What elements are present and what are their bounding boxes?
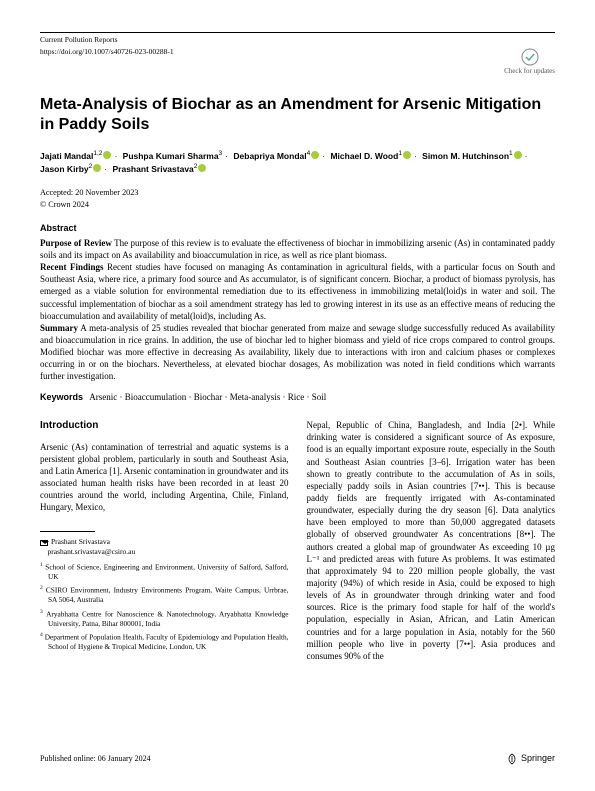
introduction-heading: Introduction [40,419,289,433]
author: Michael D. Wood1 [330,151,401,161]
author: Jajati Mandal1,2 [40,151,102,161]
body-columns: Introduction Arsenic (As) contamination … [40,419,555,662]
header-line: Current Pollution Reports [40,35,555,46]
affiliation: 3 Aryabhatta Centre for Nanoscience & Na… [40,609,289,628]
corr-email[interactable]: prashant.srivastava@csiro.au [48,547,136,556]
purpose-lead: Purpose of Review [40,238,112,248]
left-column: Introduction Arsenic (As) contamination … [40,419,289,662]
corr-name: Prashant Srivastava [51,537,110,546]
published-online: Published online: 06 January 2024 [40,753,151,764]
orcid-icon[interactable] [514,151,522,159]
right-column: Nepal, Republic of China, Bangladesh, an… [307,419,556,662]
keywords-line: Keywords Arsenic · Bioaccumulation · Bio… [40,391,555,404]
publisher-badge: Springer [506,752,555,765]
orcid-icon[interactable] [403,151,411,159]
correspondence: Prashant Srivastava prashant.srivastava@… [40,537,289,557]
header-rule [40,32,555,33]
summary-lead: Summary [40,323,78,333]
author: Debapriya Mondal4 [233,151,310,161]
affiliation: 2 CSIRO Environment, Industry Environmen… [40,585,289,604]
orcid-icon[interactable] [198,164,206,172]
author: Pushpa Kumari Sharma3 [123,151,223,161]
doi-line: https://doi.org/10.1007/s40726-023-00288… [40,47,555,58]
findings-lead: Recent Findings [40,262,104,272]
abstract-body: Purpose of Review The purpose of this re… [40,237,555,383]
purpose-text: The purpose of this review is to evaluat… [40,238,555,260]
findings-text: Recent studies have focused on managing … [40,262,555,321]
article-title: Meta-Analysis of Biochar as an Amendment… [40,95,555,135]
check-updates-label: Check for updates [504,67,555,75]
check-updates-badge[interactable]: Check for updates [504,48,555,77]
keywords-head: Keywords [40,392,83,402]
intro-text-right: Nepal, Republic of China, Bangladesh, an… [307,419,556,662]
abstract-heading: Abstract [40,222,555,235]
article-dates: Accepted: 20 November 2023 © Crown 2024 [40,187,555,210]
affiliation: 4 Department of Population Health, Facul… [40,632,289,651]
footnote-rule [40,531,95,532]
affiliation: 1 School of Science, Engineering and Env… [40,562,289,581]
accepted-date: Accepted: 20 November 2023 [40,187,555,198]
author: Prashant Srivastava2 [113,164,198,174]
springer-icon [506,753,518,765]
envelope-icon [40,540,48,546]
author: Simon M. Hutchinson1 [422,151,513,161]
copyright: © Crown 2024 [40,199,555,210]
author-list: Jajati Mandal1,2· Pushpa Kumari Sharma3·… [40,149,555,175]
summary-text: A meta-analysis of 25 studies revealed t… [40,323,555,382]
journal-name: Current Pollution Reports [40,35,118,46]
intro-text-left: Arsenic (As) contamination of terrestria… [40,441,289,514]
doi-link[interactable]: https://doi.org/10.1007/s40726-023-00288… [40,47,174,58]
keywords-list: Arsenic · Bioaccumulation · Biochar · Me… [89,392,326,402]
author: Jason Kirby2 [40,164,92,174]
check-updates-icon [521,48,539,66]
page-footer: Published online: 06 January 2024 Spring… [40,752,555,765]
